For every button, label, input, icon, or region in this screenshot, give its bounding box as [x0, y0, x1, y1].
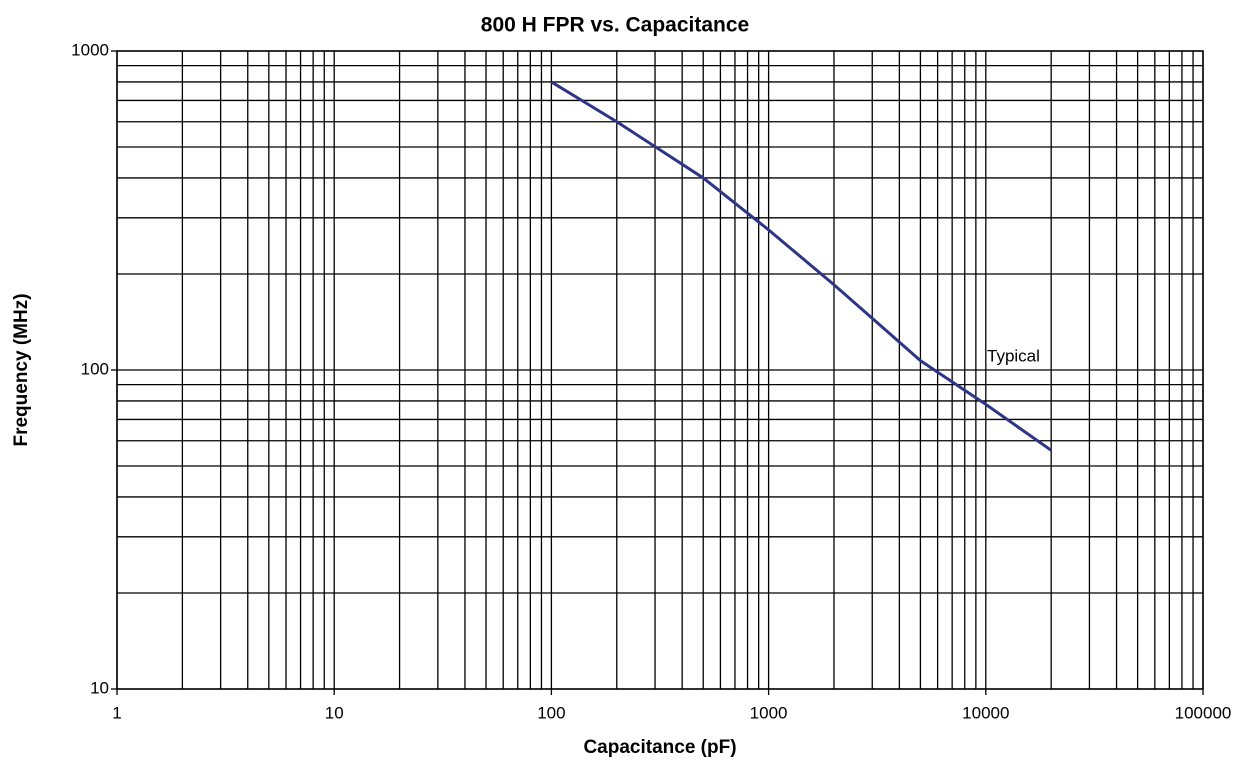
y-axis-label: Frequency (MHz)	[11, 293, 32, 446]
x-tick-label: 100000	[1175, 703, 1232, 722]
chart-title: 800 H FPR vs. Capacitance	[481, 14, 749, 37]
annotation: Typical	[987, 346, 1040, 365]
x-tick-label: 1	[112, 703, 121, 722]
y-tick-label: 1000	[71, 40, 109, 59]
y-tick-label: 100	[81, 359, 109, 378]
x-axis-label: Capacitance (pF)	[583, 737, 736, 758]
x-tick-label: 10	[325, 703, 344, 722]
x-tick-label: 1000	[750, 703, 788, 722]
x-tick-label: 100	[537, 703, 565, 722]
x-tick-label: 10000	[962, 703, 1009, 722]
data-line	[550, 80, 1053, 452]
plot-frame	[116, 50, 1204, 690]
y-tick-label: 10	[90, 678, 109, 697]
